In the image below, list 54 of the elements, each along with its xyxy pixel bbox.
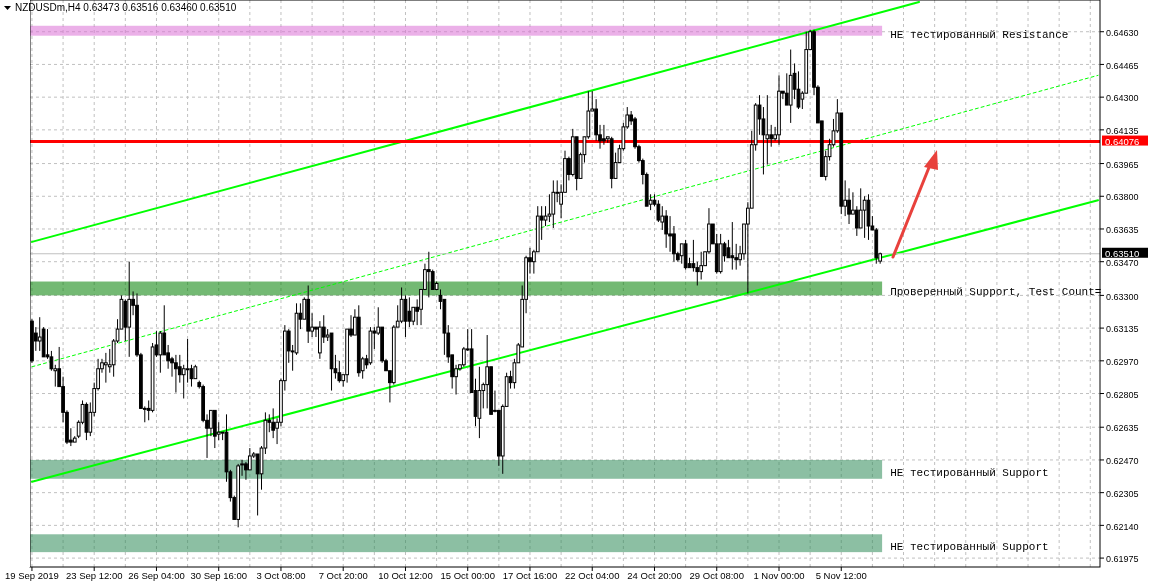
x-tick-label: 26 Sep 04:00	[128, 570, 185, 581]
x-tick-label: 1 Nov 00:00	[753, 570, 805, 581]
x-tick-label: 7 Oct 20:00	[318, 570, 368, 581]
x-tick-label: 30 Sep 16:00	[190, 570, 247, 581]
y-tick-label: 0.63135	[1106, 324, 1139, 335]
band-label: НЕ тестированный Support	[890, 541, 1049, 554]
y-tick-label: 0.63470	[1106, 257, 1139, 268]
x-tick-label: 23 Sep 12:00	[65, 570, 123, 581]
candlestick	[664, 209, 669, 249]
candlestick	[730, 221, 735, 271]
candlestick	[174, 354, 178, 394]
y-tick-label: 0.64135	[1106, 126, 1139, 136]
y-tick-label: 0.62305	[1106, 488, 1139, 499]
y-tick-label: 0.62470	[1106, 456, 1139, 467]
candlestick	[426, 251, 431, 298]
x-tick-label: 5 Nov 12:00	[815, 570, 867, 581]
candlestick	[185, 338, 190, 384]
candlestick	[403, 294, 408, 338]
candlestick	[602, 124, 606, 146]
candlestick	[461, 346, 466, 368]
ref-line-label: 0.64076	[1105, 135, 1140, 147]
x-tick-label: 29 Oct 08:00	[689, 570, 744, 581]
y-tick-label: 0.61975	[1106, 554, 1139, 565]
y-tick-label: 0.63965	[1106, 159, 1139, 170]
candlestick	[784, 72, 789, 106]
candlestick	[769, 124, 774, 148]
x-tick-label: 10 Oct 12:00	[378, 570, 433, 581]
y-tick-label: 0.63635	[1106, 225, 1139, 236]
band-label: Проверенный Support, Test Count=	[890, 286, 1102, 299]
candlestick	[104, 352, 108, 384]
y-tick-label: 0.62635	[1106, 423, 1139, 434]
candlestick	[430, 269, 435, 290]
x-tick-label: 15 Oct 00:00	[440, 570, 495, 581]
chart-title: NZDUSDm,H4 0.63473 0.63516 0.63460 0.63510	[15, 2, 237, 13]
candlestick	[854, 205, 859, 237]
band-label: НЕ тестированный Resistance	[890, 28, 1069, 41]
y-tick-label: 0.62805	[1106, 389, 1139, 400]
ref-line-label: 0.63510	[1105, 248, 1140, 260]
x-tick-label: 22 Oct 04:00	[565, 570, 620, 581]
candlestick	[158, 330, 163, 374]
y-tick-label: 0.64465	[1106, 60, 1139, 71]
x-tick-label: 19 Sep 2019	[5, 570, 59, 581]
x-tick-label: 3 Oct 08:00	[256, 570, 306, 581]
band-label: НЕ тестированный Support	[890, 467, 1049, 480]
y-tick-label: 0.63800	[1106, 192, 1139, 203]
y-tick-label: 0.64630	[1106, 27, 1139, 38]
y-tick-label: 0.63300	[1106, 291, 1139, 302]
y-tick-label: 0.62140	[1106, 521, 1139, 532]
y-tick-label: 0.62970	[1106, 356, 1139, 367]
x-tick-label: 24 Oct 20:00	[627, 570, 682, 581]
x-tick-label: 17 Oct 16:00	[502, 570, 558, 581]
candlestick	[551, 179, 556, 229]
y-tick-label: 0.64300	[1106, 93, 1139, 104]
candlestick	[547, 193, 552, 223]
